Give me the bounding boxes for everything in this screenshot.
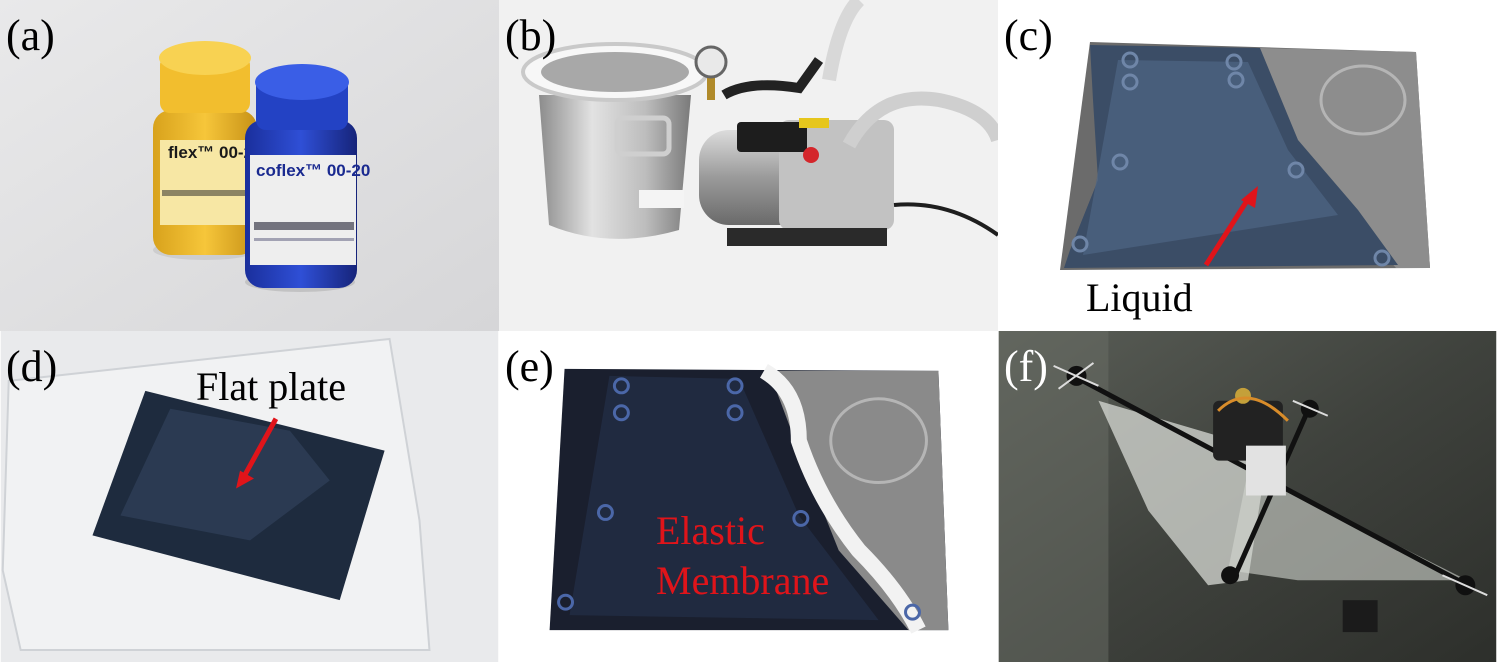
panel-f-label: (f)	[1004, 342, 1048, 391]
flat-plate-annotation: Flat plate	[196, 364, 346, 409]
panel-d-label: (d)	[6, 342, 58, 391]
panel-a-label: (a)	[6, 11, 55, 60]
panel-e: (e) Elastic Membrane	[499, 331, 998, 662]
photo-quadrotor-with-membrane	[998, 331, 1497, 662]
elastic-membrane-annotation-line2: Membrane	[656, 558, 830, 603]
panel-f: (f)	[998, 331, 1497, 662]
photo-elastic-membrane	[499, 331, 998, 662]
photo-flat-plate	[0, 331, 499, 662]
panel-d: (d) Flat plate	[0, 331, 499, 662]
elastic-membrane-annotation-line1: Elastic	[656, 508, 765, 553]
blue-bottle-label: coflex™ 00-20	[256, 161, 370, 180]
yellow-bottle-label: flex™ 00-20	[168, 143, 263, 162]
liquid-annotation: Liquid	[1086, 275, 1193, 320]
panel-a: flex™ 00-20 coflex™ 00-20 (a)	[0, 0, 499, 331]
photo-mold-with-liquid	[998, 0, 1497, 331]
panel-c: (c) Liquid	[998, 0, 1497, 331]
panel-c-label: (c)	[1004, 11, 1053, 60]
panel-e-label: (e)	[505, 342, 554, 391]
photo-vacuum-chamber-pump	[499, 0, 998, 331]
panel-b-label: (b)	[505, 11, 557, 60]
photo-silicone-bottles: flex™ 00-20 coflex™ 00-20	[0, 0, 499, 331]
panel-b: (b)	[499, 0, 998, 331]
